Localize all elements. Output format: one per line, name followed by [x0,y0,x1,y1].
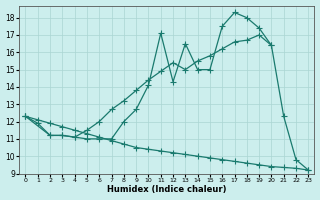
X-axis label: Humidex (Indice chaleur): Humidex (Indice chaleur) [107,185,227,194]
